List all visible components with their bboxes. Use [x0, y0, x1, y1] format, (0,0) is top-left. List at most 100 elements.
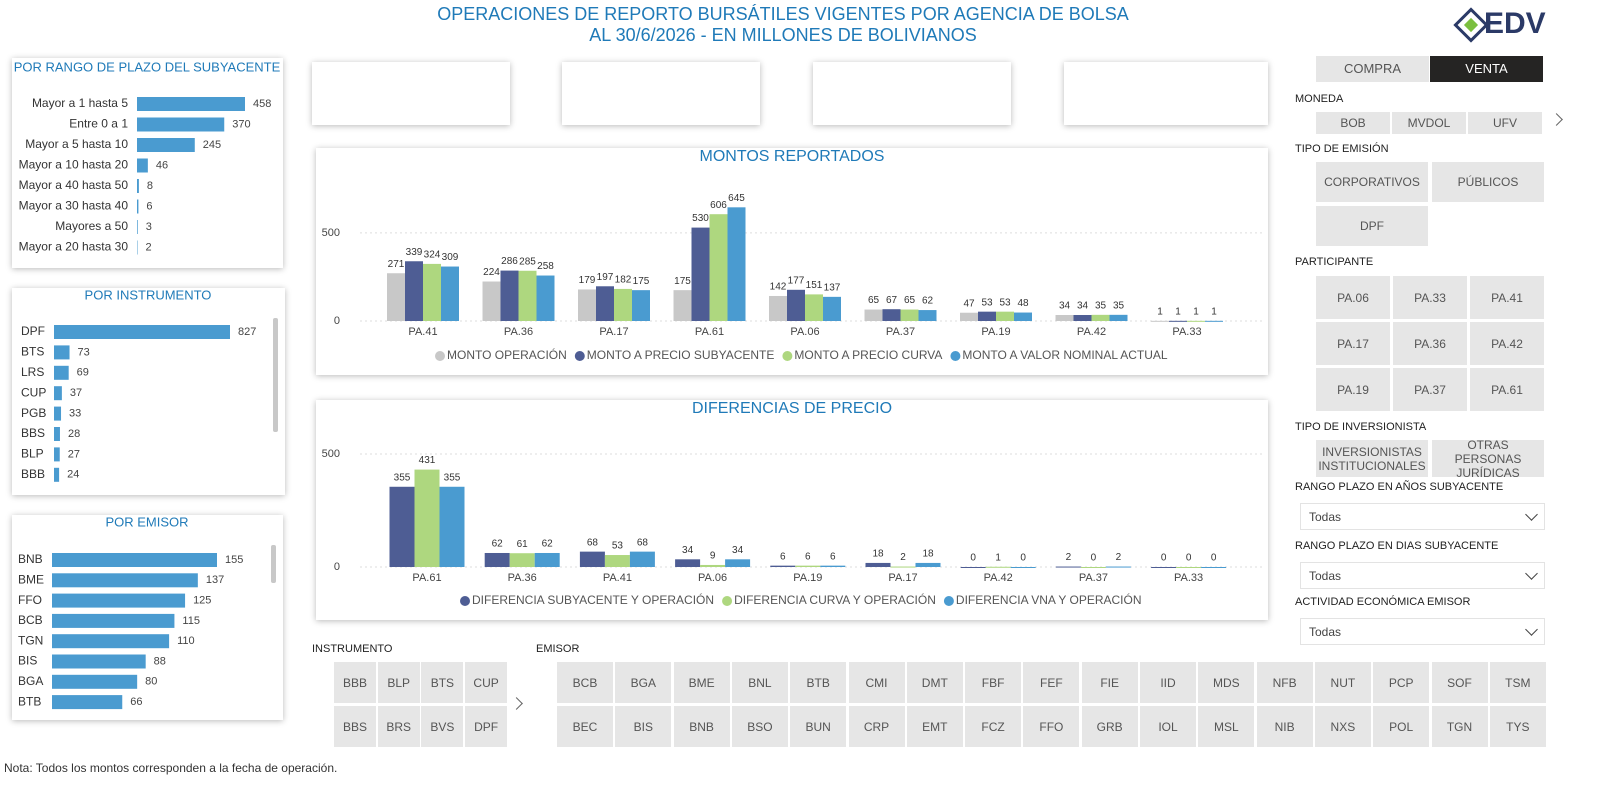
y-tick-label: 0: [334, 315, 340, 327]
bar: [675, 559, 701, 567]
dropdown-arrow[interactable]: [1525, 508, 1538, 521]
slicer-button[interactable]: MDS: [1198, 662, 1255, 703]
data-label: 286: [501, 256, 518, 267]
slicer-button[interactable]: IOL: [1140, 706, 1196, 747]
filter-button[interactable]: PA.36: [1393, 322, 1467, 365]
slicer-button[interactable]: CRP: [848, 706, 905, 747]
filter-button[interactable]: PA.41: [1470, 276, 1544, 319]
bar: [137, 158, 148, 173]
slicer-button[interactable]: EMT: [906, 706, 963, 747]
slicer-button[interactable]: FCZ: [965, 706, 1022, 747]
slicer-button[interactable]: MSL: [1198, 706, 1255, 747]
slicer-button[interactable]: FFO: [1023, 706, 1080, 747]
y-tick-label: 500: [322, 227, 340, 239]
legend-marker: [460, 596, 470, 606]
bar: [441, 266, 459, 321]
toggle-button[interactable]: COMPRA: [1316, 56, 1429, 82]
filter-button[interactable]: PA.42: [1470, 322, 1544, 365]
filter-button[interactable]: PA.61: [1470, 368, 1544, 411]
bar: [632, 290, 650, 321]
dropdown-arrow[interactable]: [1525, 623, 1538, 636]
slicer-button[interactable]: BVS: [421, 706, 464, 747]
data-label: 53: [981, 297, 993, 308]
slicer-button[interactable]: BNB: [673, 706, 730, 747]
dropdown[interactable]: Todas: [1300, 618, 1545, 645]
slicer-button[interactable]: BTS: [421, 662, 464, 703]
scrollbar[interactable]: [271, 545, 276, 583]
x-tick-label: PA.17: [888, 572, 917, 584]
filter-button[interactable]: UFV: [1468, 112, 1542, 134]
filter-button[interactable]: PA.33: [1393, 276, 1467, 319]
scrollbar[interactable]: [273, 318, 278, 432]
slicer-button[interactable]: NUT: [1314, 662, 1371, 703]
slicer-button[interactable]: NIB: [1256, 706, 1313, 747]
slicer-button[interactable]: CUP: [465, 662, 508, 703]
legend-marker: [574, 351, 585, 361]
bar: [1201, 567, 1227, 568]
legend-label: DIFERENCIA CURVA Y OPERACIÓN: [734, 592, 936, 607]
filter-button[interactable]: INVERSIONISTAS INSTITUCIONALES: [1316, 440, 1428, 477]
slicer-button[interactable]: NFB: [1256, 662, 1313, 703]
data-label: 18: [922, 549, 934, 560]
slicer-button[interactable]: FIE: [1081, 662, 1138, 703]
slicer-button[interactable]: IID: [1140, 662, 1196, 703]
slicer-button[interactable]: BRS: [377, 706, 420, 747]
filter-button[interactable]: PA.06: [1316, 276, 1390, 319]
dropdown[interactable]: Todas: [1300, 503, 1545, 530]
filter-button[interactable]: OTRAS PERSONAS JURÍDICAS: [1432, 438, 1544, 480]
slicer-button[interactable]: SOF: [1431, 662, 1488, 703]
slicer-button[interactable]: BBS: [334, 706, 376, 747]
bar: [770, 565, 796, 567]
slicer-button[interactable]: DPF: [465, 706, 508, 747]
dropdown-arrow[interactable]: [1525, 567, 1538, 580]
filter-button[interactable]: PA.37: [1393, 368, 1467, 411]
bar: [1010, 567, 1036, 568]
slicer-button[interactable]: BNL: [731, 662, 788, 703]
slicer-button[interactable]: GRB: [1081, 706, 1138, 747]
legend-marker: [782, 351, 793, 361]
slicer-button[interactable]: POL: [1373, 706, 1430, 747]
bar: [137, 97, 245, 111]
filter-button[interactable]: CORPORATIVOS: [1316, 162, 1428, 202]
slicer-button[interactable]: NXS: [1314, 706, 1371, 747]
filter-button[interactable]: PA.19: [1316, 368, 1390, 411]
filter-button[interactable]: PÚBLICOS: [1432, 162, 1544, 202]
slicer-button[interactable]: BBB: [334, 662, 376, 703]
slicer-button[interactable]: BIS: [615, 706, 672, 747]
legend-label: MONTO A VALOR NOMINAL ACTUAL: [962, 348, 1167, 362]
bar: [137, 220, 138, 234]
slicer-button[interactable]: BLP: [377, 662, 420, 703]
dropdown[interactable]: Todas: [1300, 562, 1545, 589]
logo-mark: [1453, 7, 1489, 43]
slicer-button[interactable]: DMT: [906, 662, 963, 703]
slicer-button[interactable]: BSO: [731, 706, 788, 747]
slicer-button[interactable]: TSM: [1489, 662, 1546, 703]
data-label: 33: [69, 408, 81, 420]
slicer-button[interactable]: BGA: [615, 662, 672, 703]
slicer-button[interactable]: BTB: [790, 662, 847, 703]
bar: [1151, 567, 1177, 568]
slicer-button[interactable]: TGN: [1431, 706, 1488, 747]
slicer-button[interactable]: PCP: [1373, 662, 1430, 703]
filter-button[interactable]: PA.17: [1316, 322, 1390, 365]
slicer-button[interactable]: BUN: [790, 706, 847, 747]
data-label: 73: [78, 346, 90, 358]
slicer-button[interactable]: BME: [673, 662, 730, 703]
data-label: 35: [1095, 300, 1107, 311]
slicer-button[interactable]: FBF: [965, 662, 1022, 703]
slicer-button[interactable]: TYS: [1489, 706, 1546, 747]
filter-button[interactable]: DPF: [1316, 206, 1428, 246]
slicer-button[interactable]: FEF: [1023, 662, 1080, 703]
filter-button[interactable]: BOB: [1316, 112, 1390, 134]
bar: [137, 199, 139, 214]
toggle-button[interactable]: VENTA: [1430, 56, 1543, 82]
data-label: 68: [587, 537, 599, 548]
filter-label: MONEDA: [1295, 93, 1344, 105]
slicer-button[interactable]: BCB: [557, 662, 613, 703]
data-label: 530: [692, 213, 709, 224]
bar: [960, 567, 986, 568]
slicer-button[interactable]: BEC: [557, 706, 613, 747]
filter-button[interactable]: MVDOL: [1392, 112, 1466, 134]
category-label: Mayor a 1 hasta 5: [32, 96, 128, 110]
slicer-button[interactable]: CMI: [848, 662, 905, 703]
